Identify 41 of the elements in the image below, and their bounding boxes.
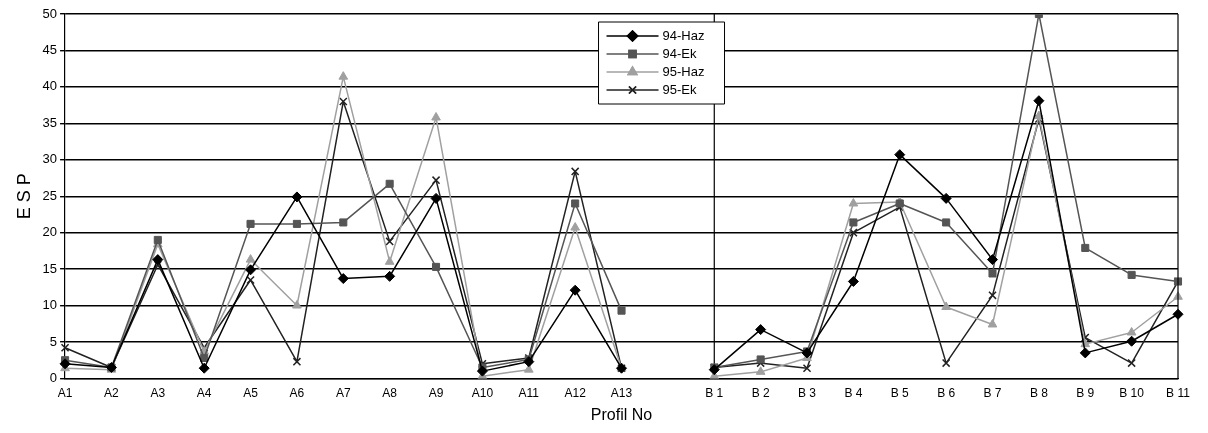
x-tick-label: A11	[518, 385, 540, 400]
x-tick-label: A13	[610, 385, 633, 400]
x-tick-label: A12	[564, 385, 587, 400]
y-tick-label: 0	[49, 369, 58, 385]
y-tick-label: 40	[42, 78, 58, 94]
x-tick-label: A1	[57, 385, 73, 400]
y-tick-label: 15	[42, 260, 58, 276]
x-axis-title: Profil No	[590, 405, 653, 423]
x-tick-label: B 1	[705, 385, 724, 400]
x-tick-label: B 4	[844, 385, 863, 400]
x-tick-label: A6	[289, 385, 305, 400]
x-tick-label: A2	[104, 385, 120, 400]
x-tick-label: B 10	[1119, 385, 1145, 400]
x-tick-label: A10	[471, 385, 494, 400]
y-tick-label: 30	[42, 151, 58, 167]
x-tick-label: A9	[428, 385, 444, 400]
x-tick-label: B 6	[937, 385, 956, 400]
legend-label: 95-Ek	[662, 81, 697, 97]
x-tick-label: B 3	[798, 385, 817, 400]
y-tick-label: 5	[49, 333, 58, 349]
x-tick-label: B 7	[983, 385, 1002, 400]
x-tick-label: B 11	[1166, 385, 1191, 400]
legend-label: 94-Ek	[662, 45, 697, 61]
x-tick-label: B 8	[1029, 385, 1049, 400]
x-tick-label: A4	[196, 385, 212, 400]
x-tick-label: A5	[243, 385, 259, 400]
x-tick-label: A8	[382, 385, 398, 400]
x-tick-label: A7	[335, 385, 351, 400]
x-tick-label: A3	[150, 385, 166, 400]
x-tick-label: B 9	[1076, 385, 1095, 400]
y-tick-label: 35	[42, 114, 58, 130]
y-tick-label: 20	[42, 224, 58, 240]
y-axis-title: E S P	[13, 173, 34, 220]
y-tick-label: 45	[42, 42, 58, 58]
legend-label: 95-Haz	[662, 63, 705, 79]
x-tick-label: B 2	[751, 385, 770, 400]
x-tick-label: B 5	[890, 385, 910, 400]
y-tick-label: 25	[42, 187, 58, 203]
legend-label: 94-Haz	[662, 27, 705, 43]
y-tick-label: 10	[42, 297, 58, 313]
y-tick-label: 50	[42, 5, 58, 21]
